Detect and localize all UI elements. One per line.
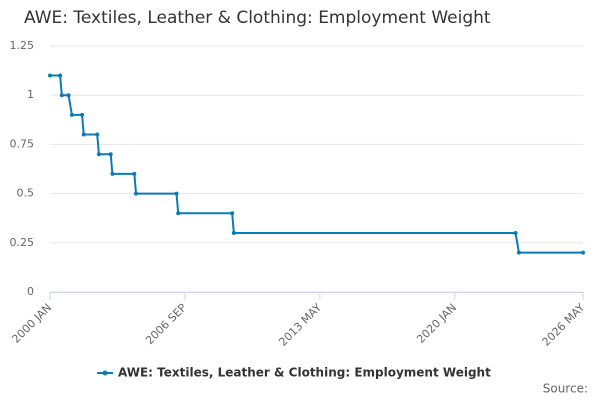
- x-tick-label: 2020 JAN: [414, 301, 459, 346]
- point: [516, 250, 521, 255]
- x-tick-label: 2026 MAY: [540, 301, 588, 349]
- y-tick-label: 1: [27, 88, 34, 101]
- point: [132, 171, 137, 176]
- point: [80, 112, 85, 117]
- point: [134, 191, 139, 196]
- y-tick-label: 0.75: [10, 137, 35, 150]
- point: [69, 112, 74, 117]
- point: [231, 230, 236, 235]
- point: [513, 230, 518, 235]
- x-tick-label: 2013 MAY: [276, 301, 324, 349]
- line: [50, 74, 583, 254]
- point: [95, 132, 100, 137]
- point: [110, 171, 115, 176]
- point: [48, 73, 52, 78]
- point: [58, 73, 63, 78]
- y-tick-label: 0: [27, 285, 34, 298]
- point: [581, 250, 585, 255]
- point: [230, 211, 235, 216]
- point: [174, 191, 179, 196]
- source: Source:: [543, 382, 588, 396]
- x-tick-label: 2000 JAN: [9, 301, 54, 346]
- point: [176, 211, 181, 216]
- point: [96, 152, 101, 157]
- x-tick-label: 2006 SEP: [143, 301, 189, 347]
- point: [81, 132, 86, 137]
- legend-label: AWE: Textiles, Leather & Clothing: Emplo…: [118, 366, 491, 380]
- legend-marker: [102, 370, 108, 376]
- y-tick-label: 0.25: [10, 236, 35, 249]
- point: [59, 93, 64, 98]
- y-tick-label: 1.25: [10, 39, 35, 52]
- y-tick-label: 0.5: [17, 187, 35, 200]
- chart-title: AWE: Textiles, Leather & Clothing: Emplo…: [24, 8, 491, 28]
- point: [108, 152, 113, 157]
- point: [66, 93, 71, 98]
